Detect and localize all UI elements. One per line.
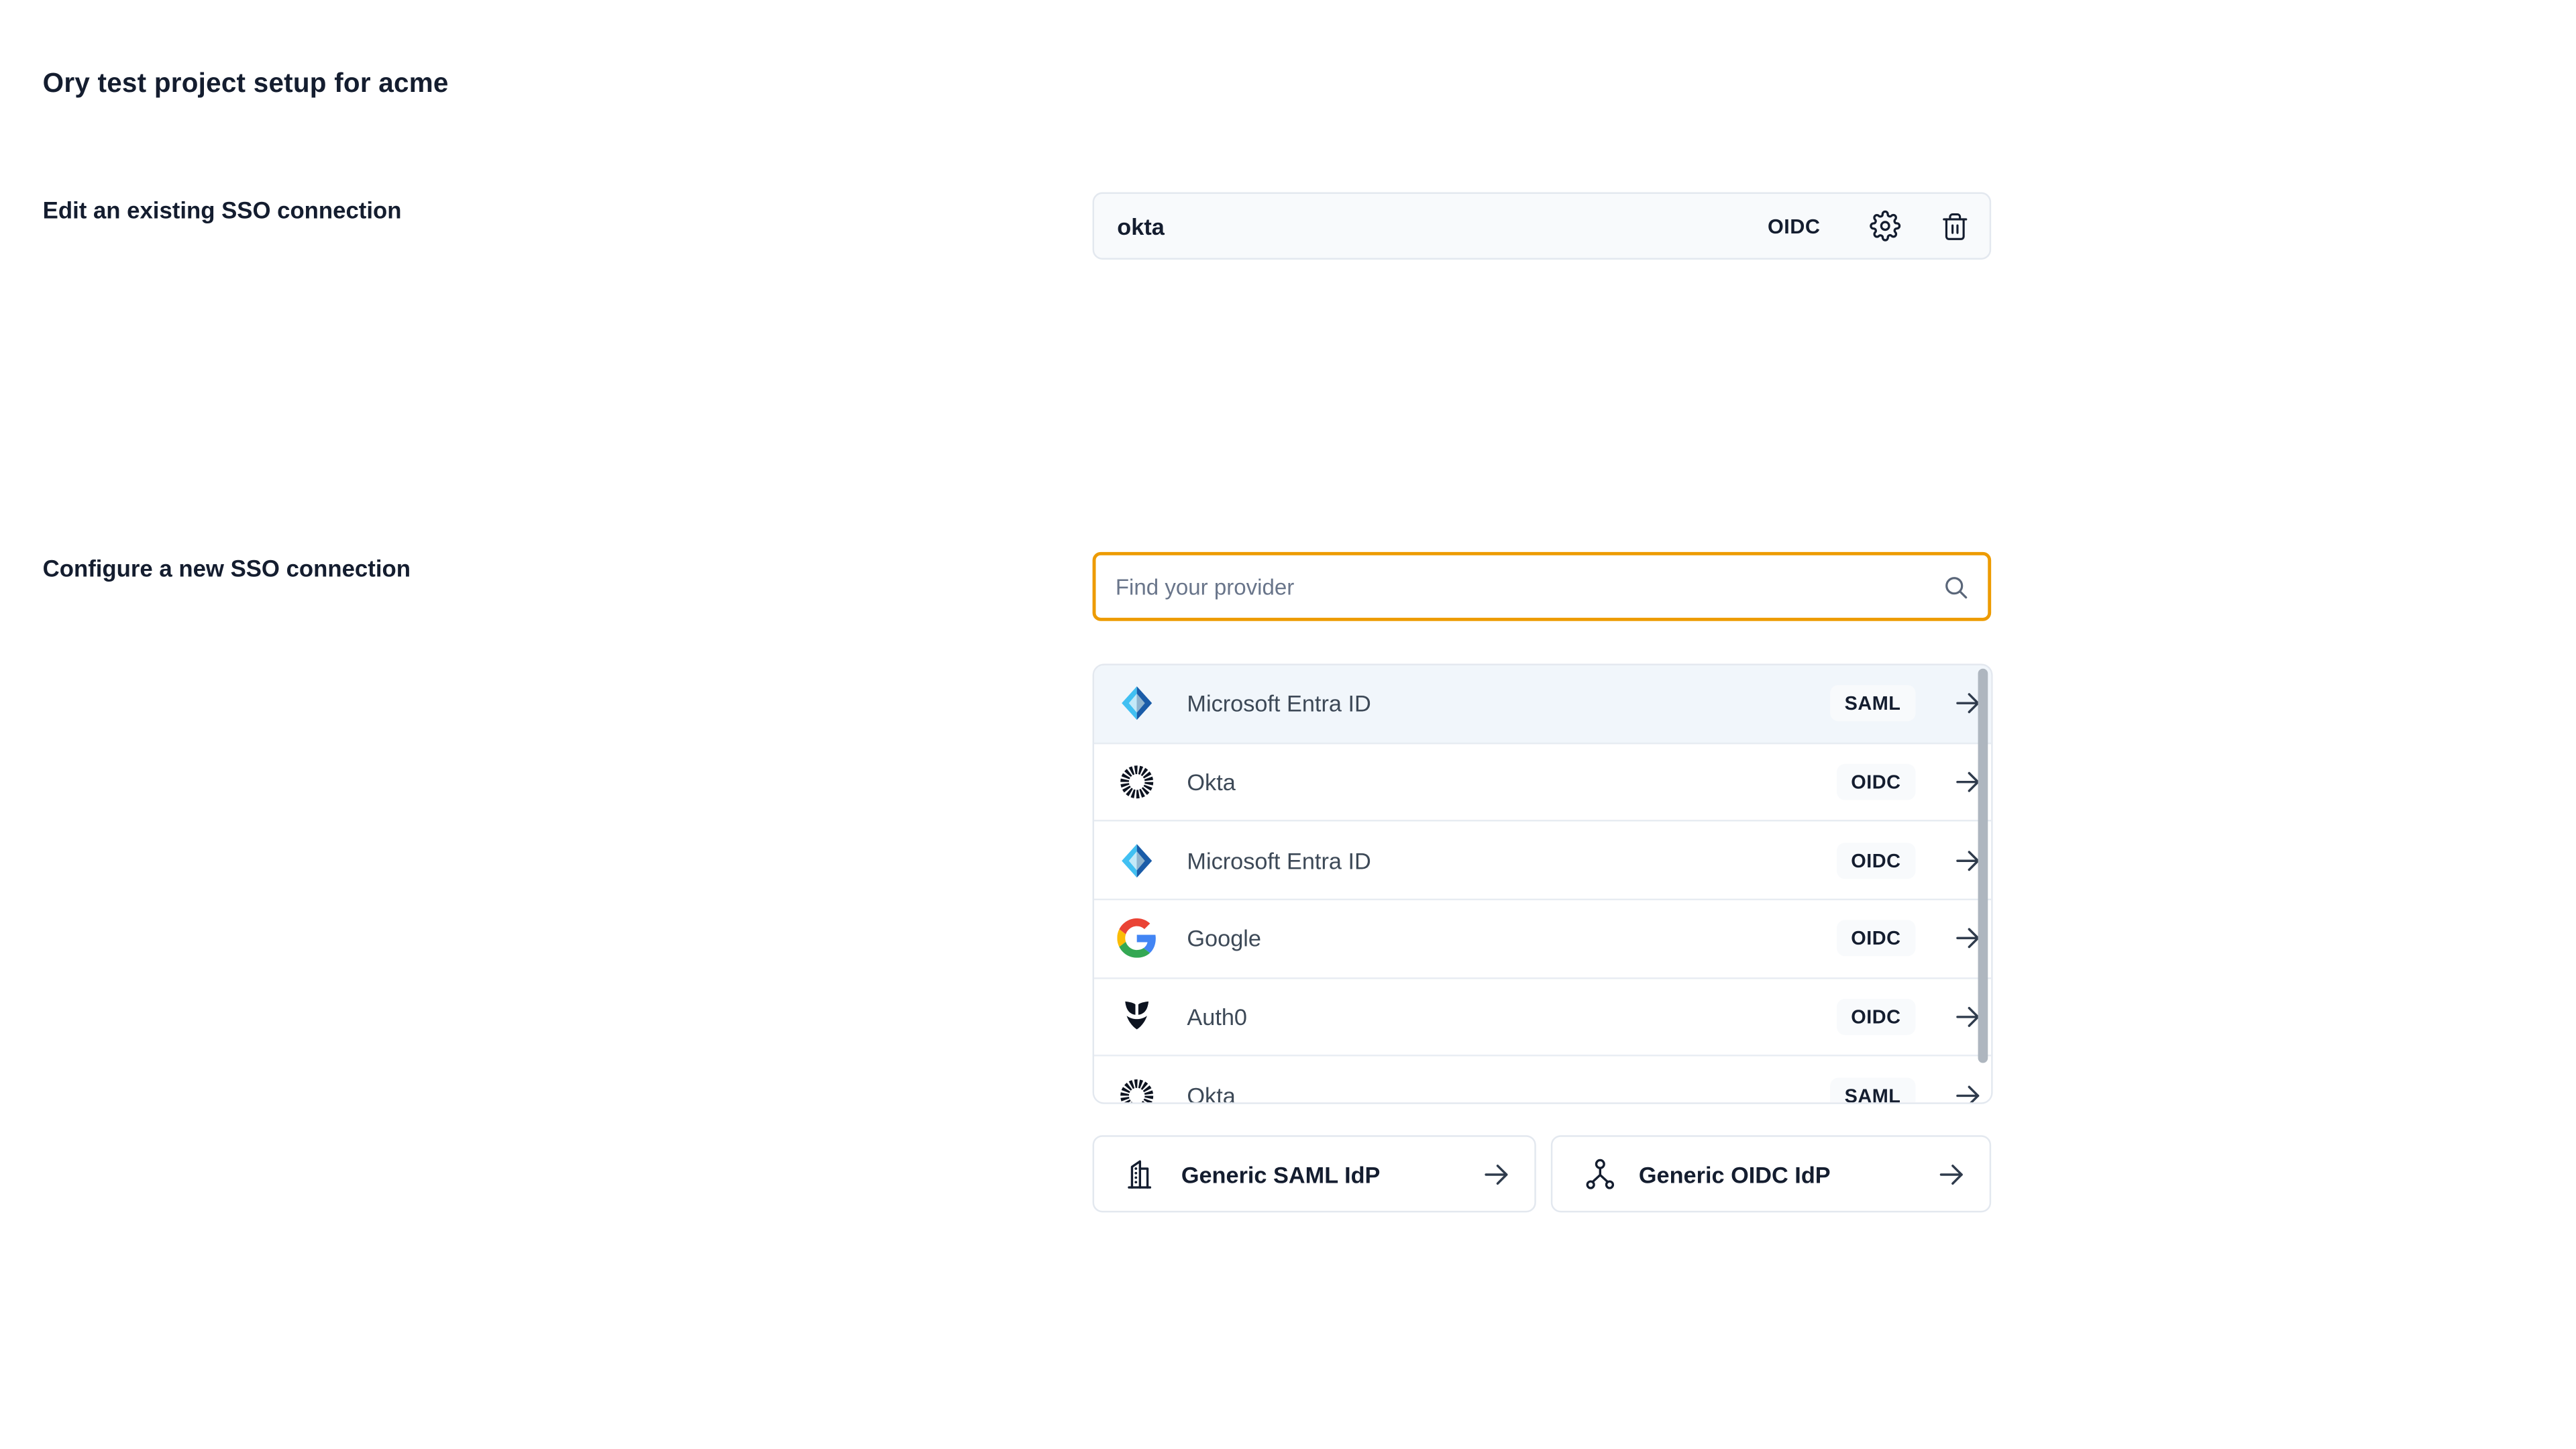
page-title: Ory test project setup for acme (42, 68, 449, 99)
microsoft-entra-id-logo (1120, 686, 1152, 720)
provider-name: Okta (1187, 769, 1236, 796)
configure-sso-heading: Configure a new SSO connection (42, 557, 411, 584)
generic-saml-idp-button[interactable]: Generic SAML IdP (1092, 1135, 1536, 1213)
arrow-right-icon (1954, 847, 1980, 873)
connection-name: okta (1117, 213, 1165, 239)
arrow-right-icon (1939, 1161, 1965, 1187)
connection-protocol-label: OIDC (1767, 214, 1821, 237)
arrow-right-icon (1954, 1004, 1980, 1030)
provider-search (1092, 551, 1992, 621)
provider-row-okta-oidc[interactable]: Okta OIDC (1094, 743, 1992, 822)
protocol-badge: SAML (1830, 685, 1915, 722)
okta-logo (1116, 762, 1156, 802)
arrow-right-icon (1954, 925, 1980, 951)
settings-button[interactable] (1870, 210, 1901, 241)
microsoft-entra-id-logo (1120, 843, 1152, 877)
arrow-right-icon (1954, 690, 1980, 716)
generic-saml-label: Generic SAML IdP (1181, 1161, 1381, 1187)
provider-list: Microsoft Entra ID SAML Okta OIDC Micros… (1092, 663, 1993, 1104)
provider-row-google-oidc[interactable]: Google OIDC (1094, 900, 1992, 979)
google-logo (1116, 918, 1155, 959)
generic-oidc-label: Generic OIDC IdP (1638, 1161, 1831, 1187)
existing-connection-row[interactable]: okta OIDC (1092, 192, 1992, 260)
delete-button[interactable] (1940, 211, 1970, 241)
search-icon (1943, 574, 1968, 599)
protocol-badge: OIDC (1837, 998, 1915, 1035)
okta-logo (1116, 1076, 1156, 1104)
gear-icon (1870, 210, 1901, 241)
protocol-badge: OIDC (1837, 920, 1915, 957)
provider-name: Google (1187, 925, 1261, 952)
edit-sso-heading: Edit an existing SSO connection (42, 199, 402, 225)
generic-oidc-idp-button[interactable]: Generic OIDC IdP (1550, 1135, 1992, 1213)
protocol-badge: SAML (1830, 1077, 1915, 1103)
provider-row-entra-saml[interactable]: Microsoft Entra ID SAML (1094, 665, 1992, 744)
provider-name: Auth0 (1187, 1004, 1248, 1030)
trash-icon (1940, 211, 1970, 241)
provider-name: Microsoft Entra ID (1187, 690, 1371, 717)
provider-row-okta-saml[interactable]: Okta SAML (1094, 1057, 1992, 1104)
arrow-right-icon (1954, 1083, 1980, 1103)
protocol-badge: OIDC (1837, 842, 1915, 879)
protocol-badge: OIDC (1837, 763, 1915, 800)
auth0-logo (1124, 1001, 1148, 1030)
provider-name: Okta (1187, 1082, 1236, 1104)
provider-name: Microsoft Entra ID (1187, 847, 1371, 873)
arrow-right-icon (1483, 1161, 1509, 1187)
search-input[interactable] (1115, 574, 1944, 599)
network-nodes-icon (1581, 1156, 1617, 1192)
provider-row-entra-oidc[interactable]: Microsoft Entra ID OIDC (1094, 822, 1992, 900)
arrow-right-icon (1954, 769, 1980, 795)
building-icon (1124, 1156, 1160, 1192)
scrollbar-thumb[interactable] (1978, 668, 1988, 1063)
provider-row-auth0-oidc[interactable]: Auth0 OIDC (1094, 978, 1992, 1057)
